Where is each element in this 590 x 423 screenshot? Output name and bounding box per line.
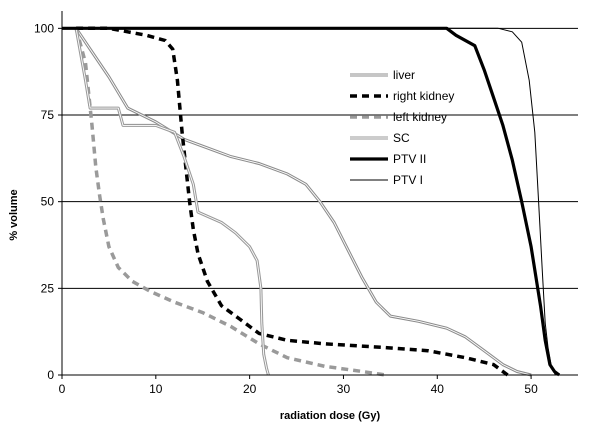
series-line-ptv-ii: [62, 26, 561, 377]
legend-label-ptv-ii: PTV II: [393, 152, 426, 166]
y-tick-labels: 0 25 50 75 100: [34, 21, 62, 382]
x-tick-label-50: 50: [524, 382, 538, 396]
series-line-left-kidney: [74, 27, 386, 377]
y-tick-label-0: 0: [47, 368, 54, 382]
x-tick-label-20: 20: [243, 382, 257, 396]
gridlines: [62, 27, 578, 289]
y-tick-label-100: 100: [34, 21, 54, 35]
y-tick-label-75: 75: [41, 108, 55, 122]
y-axis-title: % volume: [8, 189, 20, 240]
legend-label-ptv-i: PTV I: [393, 173, 423, 187]
x-tick-label-0: 0: [59, 382, 66, 396]
legend: liver right kidney left kidney SC PTV II PTV …: [350, 68, 454, 187]
legend-label-left-kidney: left kidney: [393, 110, 447, 124]
y-tick-label-50: 50: [41, 195, 55, 209]
legend-label-right-kidney: right kidney: [393, 89, 454, 103]
axes: [61, 11, 578, 376]
series-lines: [62, 26, 561, 377]
x-tick-label-30: 30: [337, 382, 351, 396]
series-line-core-liver: [75, 28, 532, 376]
series-line-core-sc: [75, 28, 269, 376]
legend-label-sc: SC: [393, 131, 410, 145]
x-tick-labels: 0 10 20 30 40 50: [59, 375, 538, 396]
legend-label-liver: liver: [393, 68, 415, 82]
x-tick-label-40: 40: [431, 382, 445, 396]
x-axis-title: radiation dose (Gy): [280, 410, 381, 422]
y-tick-label-25: 25: [41, 281, 55, 295]
x-tick-label-10: 10: [149, 382, 163, 396]
series-line-ptv-i: [62, 27, 556, 376]
